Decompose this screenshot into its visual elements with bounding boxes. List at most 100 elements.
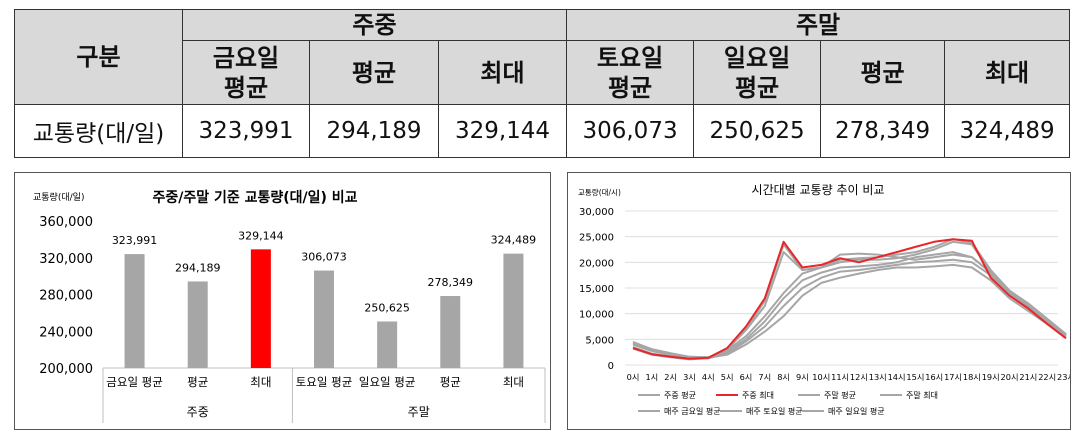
- line-x-tick-label: 6시: [740, 372, 753, 382]
- line-x-tick-label: 16시: [925, 372, 943, 382]
- bar-chart: 주중/주말 기준 교통량(대/일) 비교 교통량(대/일) 200,000 240,0…: [33, 190, 546, 423]
- line-y-tick-label: 15,000: [579, 284, 614, 295]
- line-x-tick-label: 13시: [869, 372, 887, 382]
- line-x-tick-label: 7시: [758, 372, 771, 382]
- bar-chart-panel: 주중/주말 기준 교통량(대/일) 비교 교통량(대/일) 200,000 240,0…: [14, 172, 551, 430]
- line-x-tick-label: 0시: [627, 372, 640, 382]
- header-col-line1: 일요일: [723, 43, 791, 72]
- line-series-6: [632, 263, 1067, 359]
- header-col-line2: 평균: [734, 73, 780, 102]
- value-cell-2: 329,144: [437, 104, 568, 158]
- line-chart-title: 시간대별 교통량 추이 비교: [752, 183, 885, 197]
- bar-1: [187, 281, 208, 368]
- line-chart: 시간대별 교통량 추이 비교 교통량(대/시) 0 5,000 10,000 15,000…: [578, 183, 1070, 416]
- row-label-traffic: 교통량(대/일): [14, 104, 183, 158]
- line-x-tick-label: 17시: [944, 372, 962, 382]
- value-cell-4: 250,625: [693, 104, 822, 158]
- legend-label: 매주 금요일 평균: [664, 406, 721, 416]
- line-y-tick-label: 0: [608, 361, 614, 372]
- line-x-tick-label: 8시: [777, 372, 790, 382]
- header-col-line1: 금요일: [212, 43, 280, 72]
- bar-category-label: 최대: [503, 375, 524, 389]
- header-weekend-group: 주말: [566, 9, 1071, 41]
- bar-category-label: 금요일 평균: [106, 375, 163, 389]
- line-x-tick-label: 3시: [683, 372, 696, 382]
- line-series-4: [632, 238, 1067, 360]
- line-x-tick-label: 15시: [906, 372, 924, 382]
- header-col-line1: 평균: [351, 58, 397, 87]
- value-cell-3: 306,073: [566, 104, 695, 158]
- bar-chart-y-label: 교통량(대/일): [33, 191, 84, 203]
- header-gubun: 구분: [14, 9, 183, 105]
- legend-label: 매주 토요일 평균: [746, 406, 803, 416]
- value-cell-6: 324,489: [944, 104, 1071, 158]
- line-x-tick-label: 23시: [1057, 372, 1070, 382]
- line-chart-y-label: 교통량(대/시): [578, 188, 621, 197]
- bar-category-label: 평균: [440, 375, 461, 389]
- legend-label: 주말 평균: [824, 390, 856, 400]
- bar-y-tick-label: 200,000: [39, 362, 93, 377]
- line-y-tick-label: 20,000: [579, 258, 614, 269]
- legend-label: 주중 평균: [664, 390, 696, 400]
- bar-chart-title: 주중/주말 기준 교통량(대/일) 비교: [152, 190, 357, 206]
- bar-6: [503, 253, 524, 368]
- bar-4: [377, 321, 398, 368]
- bar-category-label: 평균: [187, 375, 208, 389]
- bar-value-label: 323,991: [112, 234, 158, 247]
- bar-group-label: 주말: [408, 405, 430, 419]
- value-cell-5: 278,349: [820, 104, 946, 158]
- bar-value-label: 294,189: [175, 261, 221, 274]
- header-weekday-group: 주중: [181, 9, 568, 41]
- traffic-summary-table: 구분 주중 주말 금요일 평균 평균 최대 토요일 평균 일요일 평균 평균 최대 교통량(대/일…: [14, 9, 1071, 158]
- line-x-tick-label: 21시: [1019, 372, 1037, 382]
- bar-value-label: 250,625: [364, 301, 410, 314]
- header-col-line1: 최대: [480, 58, 525, 87]
- header-col-line2: 평균: [223, 73, 269, 102]
- header-col-6: 최대: [944, 40, 1071, 105]
- bar-category-label: 일요일 평균: [359, 375, 416, 389]
- bar-value-label: 329,144: [238, 229, 284, 242]
- line-y-tick-label: 30,000: [579, 207, 614, 218]
- line-x-tick-label: 20시: [1001, 372, 1019, 382]
- line-x-tick-label: 9시: [796, 372, 809, 382]
- value-cell-0: 323,991: [182, 104, 310, 158]
- bar-y-tick-label: 240,000: [39, 325, 93, 340]
- line-x-tick-label: 12시: [850, 372, 868, 382]
- line-x-tick-label: 5시: [721, 372, 734, 382]
- legend-label: 주중 최대: [742, 390, 774, 400]
- header-col-line1: 평균: [860, 58, 905, 87]
- header-col-0: 금요일 평균: [182, 40, 310, 105]
- bar-y-tick-label: 320,000: [39, 252, 93, 267]
- line-y-tick-label: 10,000: [579, 310, 614, 321]
- bar-category-label: 토요일 평균: [296, 375, 353, 389]
- line-x-tick-label: 14시: [888, 372, 906, 382]
- bar-0: [124, 254, 145, 368]
- line-x-tick-label: 19시: [982, 372, 1000, 382]
- line-x-tick-label: 22시: [1038, 372, 1056, 382]
- line-series-2: [632, 258, 1067, 360]
- line-series-5: [632, 251, 1067, 359]
- bar-y-tick-label: 360,000: [39, 215, 93, 230]
- line-x-tick-label: 4시: [702, 372, 715, 382]
- header-col-line1: 토요일: [596, 43, 664, 72]
- value-cell-1: 294,189: [309, 104, 439, 158]
- header-col-line1: 최대: [984, 58, 1030, 87]
- bar-y-tick-label: 280,000: [39, 289, 93, 304]
- legend-label: 주말 최대: [906, 390, 938, 400]
- line-x-tick-label: 10시: [812, 372, 830, 382]
- bar-2: [250, 249, 271, 368]
- bar-value-label: 278,349: [428, 276, 474, 289]
- line-x-tick-label: 2시: [664, 372, 677, 382]
- legend-label: 매주 일요일 평균: [828, 406, 885, 416]
- bar-5: [440, 296, 461, 368]
- line-y-tick-label: 25,000: [579, 233, 614, 244]
- line-x-tick-label: 11시: [831, 372, 849, 382]
- header-col-5: 평균: [820, 40, 946, 105]
- bar-category-label: 최대: [250, 375, 271, 389]
- bar-3: [314, 270, 334, 368]
- line-x-tick-label: 18시: [963, 372, 981, 382]
- line-series-3: [632, 252, 1067, 359]
- line-series-1: [632, 238, 1067, 360]
- line-chart-panel: 시간대별 교통량 추이 비교 교통량(대/시) 0 5,000 10,000 15,000…: [567, 172, 1071, 430]
- line-x-tick-label: 1시: [645, 372, 658, 382]
